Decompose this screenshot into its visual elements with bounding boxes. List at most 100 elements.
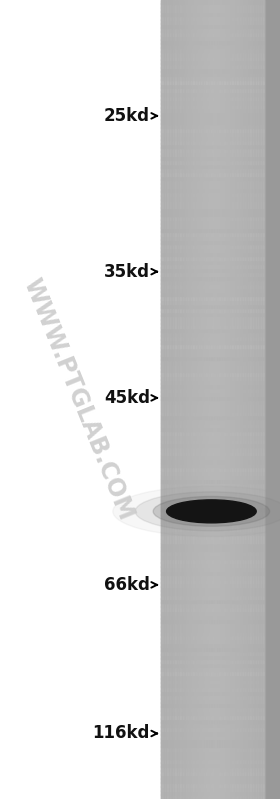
- Bar: [161, 403, 265, 407]
- Bar: [161, 231, 265, 236]
- Bar: [161, 23, 265, 28]
- Bar: [161, 407, 265, 411]
- Bar: [161, 662, 265, 667]
- Bar: [161, 379, 265, 384]
- Ellipse shape: [167, 500, 256, 523]
- Bar: [161, 3, 265, 8]
- Bar: [161, 67, 265, 72]
- Bar: [161, 610, 265, 615]
- Bar: [161, 187, 265, 192]
- Bar: [161, 215, 265, 220]
- Bar: [161, 531, 265, 535]
- Bar: [161, 71, 265, 76]
- Bar: [161, 143, 265, 148]
- Bar: [161, 459, 265, 463]
- Bar: [161, 87, 265, 92]
- Bar: [161, 602, 265, 607]
- Bar: [161, 135, 265, 140]
- Bar: [161, 371, 265, 376]
- Bar: [161, 147, 265, 152]
- Bar: [182, 0, 185, 799]
- Bar: [161, 706, 265, 711]
- Bar: [161, 455, 265, 459]
- Bar: [161, 115, 265, 120]
- Bar: [161, 491, 265, 495]
- Bar: [161, 151, 265, 156]
- Bar: [161, 31, 265, 36]
- Bar: [161, 590, 265, 595]
- Bar: [161, 395, 265, 400]
- Bar: [161, 666, 265, 671]
- Bar: [161, 463, 265, 467]
- Bar: [161, 682, 265, 687]
- Bar: [161, 535, 265, 539]
- Bar: [161, 479, 265, 483]
- Bar: [161, 551, 265, 555]
- Bar: [161, 399, 265, 403]
- Bar: [161, 387, 265, 392]
- Bar: [161, 559, 265, 563]
- Bar: [213, 0, 216, 799]
- Bar: [161, 307, 265, 312]
- Bar: [161, 95, 265, 100]
- Bar: [161, 794, 265, 799]
- Bar: [161, 634, 265, 639]
- Bar: [161, 626, 265, 631]
- Bar: [161, 51, 265, 56]
- Bar: [161, 83, 265, 88]
- Bar: [161, 742, 265, 747]
- Bar: [161, 570, 265, 575]
- Text: 45kd: 45kd: [104, 389, 150, 407]
- Bar: [161, 674, 265, 679]
- Bar: [161, 171, 265, 176]
- Bar: [161, 303, 265, 308]
- Bar: [161, 295, 265, 300]
- Bar: [161, 59, 265, 64]
- Bar: [161, 179, 265, 184]
- Bar: [161, 0, 265, 4]
- Bar: [161, 103, 265, 108]
- Bar: [184, 0, 187, 799]
- Bar: [161, 35, 265, 40]
- Text: 66kd: 66kd: [104, 576, 150, 594]
- Bar: [262, 0, 265, 799]
- Bar: [161, 375, 265, 380]
- Bar: [161, 778, 265, 783]
- Bar: [161, 523, 265, 527]
- Bar: [161, 255, 265, 260]
- Bar: [161, 19, 265, 24]
- Bar: [161, 578, 265, 583]
- Bar: [195, 0, 197, 799]
- Bar: [161, 355, 265, 360]
- Bar: [161, 219, 265, 224]
- Bar: [226, 0, 228, 799]
- Bar: [161, 411, 265, 415]
- Bar: [161, 487, 265, 491]
- Bar: [161, 543, 265, 547]
- Bar: [161, 511, 265, 515]
- Bar: [161, 515, 265, 519]
- Text: 25kd: 25kd: [104, 107, 150, 125]
- Bar: [161, 7, 265, 12]
- Bar: [161, 790, 265, 795]
- Text: WWW.PTGLAB.COM: WWW.PTGLAB.COM: [19, 275, 138, 524]
- Bar: [161, 734, 265, 739]
- Bar: [161, 722, 265, 727]
- Ellipse shape: [135, 492, 280, 531]
- Bar: [161, 47, 265, 52]
- Bar: [161, 195, 265, 200]
- Bar: [161, 139, 265, 144]
- Bar: [161, 127, 265, 132]
- Bar: [161, 183, 265, 188]
- Bar: [161, 259, 265, 264]
- Bar: [161, 415, 265, 419]
- Bar: [161, 710, 265, 715]
- Bar: [161, 686, 265, 691]
- Bar: [161, 650, 265, 655]
- Bar: [207, 0, 211, 799]
- Bar: [252, 0, 255, 799]
- Bar: [161, 690, 265, 695]
- Bar: [161, 291, 265, 296]
- Bar: [187, 0, 190, 799]
- Bar: [161, 439, 265, 443]
